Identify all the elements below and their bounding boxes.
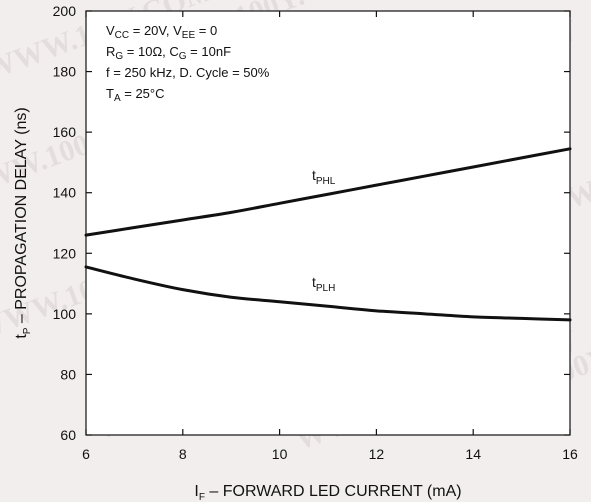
y-tick-label: 140: [53, 185, 77, 201]
x-tick-label: 16: [562, 446, 578, 462]
series-line-tplh: [84, 265, 572, 322]
label-tphl: tPHL: [312, 167, 336, 187]
y-tick-label: 200: [53, 3, 77, 19]
x-tick-label: 14: [465, 446, 481, 462]
y-axis-title: tP – PROPAGATION DELAY (ns): [13, 107, 33, 338]
series-line-tphl: [84, 147, 572, 237]
condition-line-3: f = 250 kHz, D. Cycle = 50%: [106, 65, 270, 80]
y-tick-label: 120: [53, 245, 77, 261]
condition-line-2: RG = 10Ω, CG = 10nF: [106, 44, 231, 62]
y-tick-label: 160: [53, 124, 77, 140]
conditions-box: VCC = 20V, VEE = 0 RG = 10Ω, CG = 10nF f…: [106, 23, 270, 104]
y-tick-label: 100: [53, 306, 77, 322]
x-tick-label: 6: [82, 446, 90, 462]
condition-line-1: VCC = 20V, VEE = 0: [106, 23, 217, 41]
x-axis-ticks: 6 8 10 12 14 16: [82, 11, 578, 462]
x-tick-label: 12: [369, 446, 385, 462]
x-axis-title: IF – FORWARD LED CURRENT (mA): [194, 483, 461, 502]
label-tplh: tPLH: [312, 274, 335, 294]
y-axis-ticks: 60 80 100 120 140 160 180 200: [53, 3, 570, 443]
x-tick-label: 10: [272, 446, 288, 462]
series-layer: [84, 147, 572, 322]
y-tick-label: 60: [60, 427, 76, 443]
condition-line-4: TA = 25°C: [106, 86, 165, 104]
y-tick-label: 80: [60, 366, 76, 382]
y-tick-label: 180: [53, 64, 77, 80]
x-tick-label: 8: [179, 446, 187, 462]
